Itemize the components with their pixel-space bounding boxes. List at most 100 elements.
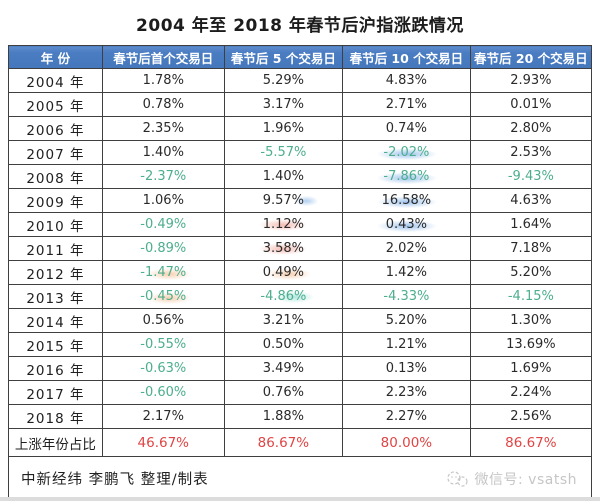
value-cell: 1.40% xyxy=(101,140,225,165)
credit-text: 中新经纬 李鹏飞 整理/制表 xyxy=(21,472,209,488)
value-cell: 3.17% xyxy=(223,92,344,117)
value-cell-marker-highlighted: -7.86% xyxy=(342,164,471,189)
value-cell-marker-highlighted: -0.45% xyxy=(101,284,225,309)
col-header-year: 年 份 xyxy=(8,45,103,69)
value-cell: 2.35% xyxy=(101,116,225,141)
summary-value: 86.67% xyxy=(469,428,593,457)
value-cell: -9.43% xyxy=(469,164,593,189)
row-2013: 2013 年 -0.45% -4.86% -4.33% -4.15% xyxy=(8,284,593,309)
row-2010: 2010 年 -0.49% 1.12% 0.43% 1.64% xyxy=(8,212,593,237)
year-cell: 2016 年 xyxy=(8,356,103,381)
value-cell-marker-highlighted: 0.43% xyxy=(342,212,471,237)
value-cell: 0.13% xyxy=(342,356,471,381)
col-header-5-days: 春节后 5 个交易日 xyxy=(223,45,344,69)
table-footer: 中新经纬 李鹏飞 整理/制表 微信号: vsatsh xyxy=(8,456,592,501)
value-cell: -0.49% xyxy=(101,212,225,237)
summary-label: 上涨年份占比 xyxy=(8,428,103,457)
value-cell-marker-highlighted: 16.58% xyxy=(342,188,471,213)
row-2007: 2007 年 1.40% -5.57% -2.02% 2.53% xyxy=(8,140,593,165)
value-cell: 3.21% xyxy=(223,308,344,333)
wechat-watermark: 微信号: vsatsh xyxy=(446,469,577,489)
value-cell: 2.71% xyxy=(342,92,471,117)
year-cell: 2005 年 xyxy=(8,92,103,117)
row-2006: 2006 年 2.35% 1.96% 0.74% 2.80% xyxy=(8,116,593,141)
bottom-border-strip xyxy=(0,497,600,501)
row-2011: 2011 年 -0.89% 3.58% 2.02% 7.18% xyxy=(8,236,593,261)
year-cell: 2012 年 xyxy=(8,260,103,285)
value-cell: 0.56% xyxy=(101,308,225,333)
row-summary-up-years-ratio: 上涨年份占比 46.67% 86.67% 80.00% 86.67% xyxy=(8,428,593,457)
value-cell: 2.53% xyxy=(469,140,593,165)
summary-value: 80.00% xyxy=(342,428,471,457)
col-header-10-days: 春节后 10 个交易日 xyxy=(342,45,471,69)
value-cell: 5.20% xyxy=(469,260,593,285)
value-cell: 1.30% xyxy=(469,308,593,333)
value-cell-marker-highlighted: 0.49% xyxy=(223,260,344,285)
value-cell: -5.57% xyxy=(223,140,344,165)
value-cell: 0.01% xyxy=(469,92,593,117)
value-cell-marker-highlighted: 1.12% xyxy=(223,212,344,237)
value-cell: 7.18% xyxy=(469,236,593,261)
summary-value: 46.67% xyxy=(101,428,225,457)
value-cell: 1.21% xyxy=(342,332,471,357)
value-cell: 5.20% xyxy=(342,308,471,333)
value-cell-marker-highlighted: -2.02% xyxy=(342,140,471,165)
value-cell: -0.55% xyxy=(101,332,225,357)
value-cell: 2.56% xyxy=(469,404,593,429)
value-cell: -2.37% xyxy=(101,164,225,189)
value-cell: -4.33% xyxy=(342,284,471,309)
value-cell: 2.80% xyxy=(469,116,593,141)
row-2015: 2015 年 -0.55% 0.50% 1.21% 13.69% xyxy=(8,332,593,357)
value-cell: 3.49% xyxy=(223,356,344,381)
year-cell: 2004 年 xyxy=(8,68,103,93)
value-cell: 0.78% xyxy=(101,92,225,117)
value-cell: 1.88% xyxy=(223,404,344,429)
year-cell: 2010 年 xyxy=(8,212,103,237)
year-cell: 2017 年 xyxy=(8,380,103,405)
wechat-icon xyxy=(446,470,468,487)
year-cell: 2015 年 xyxy=(8,332,103,357)
year-cell: 2011 年 xyxy=(8,236,103,261)
value-cell: -4.15% xyxy=(469,284,593,309)
year-cell: 2014 年 xyxy=(8,308,103,333)
value-cell: 4.83% xyxy=(342,68,471,93)
value-cell: -0.89% xyxy=(101,236,225,261)
value-cell: 2.93% xyxy=(469,68,593,93)
value-cell: 0.50% xyxy=(223,332,344,357)
row-2016: 2016 年 -0.63% 3.49% 0.13% 1.69% xyxy=(8,356,593,381)
row-2008: 2008 年 -2.37% 1.40% -7.86% -9.43% xyxy=(8,164,593,189)
value-cell: 1.78% xyxy=(101,68,225,93)
col-header-20-days: 春节后 20 个交易日 xyxy=(469,45,593,69)
summary-value: 86.67% xyxy=(223,428,344,457)
row-2005: 2005 年 0.78% 3.17% 2.71% 0.01% xyxy=(8,92,593,117)
value-cell: 0.76% xyxy=(223,380,344,405)
value-cell: 1.69% xyxy=(469,356,593,381)
col-header-first-day: 春节后首个交易日 xyxy=(101,45,225,69)
row-2004: 2004 年 1.78% 5.29% 4.83% 2.93% xyxy=(8,68,593,93)
value-cell: 2.24% xyxy=(469,380,593,405)
value-cell: -0.60% xyxy=(101,380,225,405)
value-cell: 1.40% xyxy=(223,164,344,189)
year-cell: 2013 年 xyxy=(8,284,103,309)
page-title: 2004 年至 2018 年春节后沪指涨跌情况 xyxy=(136,16,464,36)
year-cell: 2006 年 xyxy=(8,116,103,141)
row-2018: 2018 年 2.17% 1.88% 2.27% 2.56% xyxy=(8,404,593,429)
row-2014: 2014 年 0.56% 3.21% 5.20% 1.30% xyxy=(8,308,593,333)
year-cell: 2009 年 xyxy=(8,188,103,213)
row-2009: 2009 年 1.06% 9.57% 16.58% 4.63% xyxy=(8,188,593,213)
value-cell: 2.17% xyxy=(101,404,225,429)
value-cell-marker-highlighted: 9.57% xyxy=(223,188,344,213)
value-cell: 1.96% xyxy=(223,116,344,141)
watermark-text: 微信号: vsatsh xyxy=(474,471,577,488)
value-cell: 2.02% xyxy=(342,236,471,261)
value-cell-marker-highlighted: -1.47% xyxy=(101,260,225,285)
value-cell: 0.74% xyxy=(342,116,471,141)
value-cell-marker-highlighted: -4.86% xyxy=(223,284,344,309)
year-cell: 2007 年 xyxy=(8,140,103,165)
value-cell: 2.27% xyxy=(342,404,471,429)
index-performance-table: 年 份 春节后首个交易日 春节后 5 个交易日 春节后 10 个交易日 春节后 … xyxy=(8,45,593,457)
value-cell: 13.69% xyxy=(469,332,593,357)
value-cell: 1.06% xyxy=(101,188,225,213)
value-cell: 2.23% xyxy=(342,380,471,405)
